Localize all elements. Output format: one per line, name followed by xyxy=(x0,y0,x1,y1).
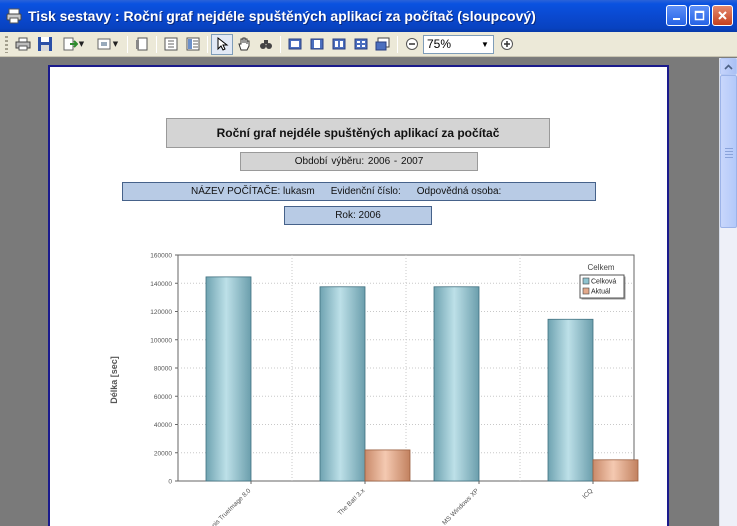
legend-swatch xyxy=(582,287,590,295)
export-button[interactable]: ▼ xyxy=(56,34,90,55)
y-tick-label: 20000 xyxy=(154,450,172,457)
select-icon xyxy=(217,36,229,51)
x-tick-label: The Bat! 3.x xyxy=(337,487,367,517)
toolbar-grip[interactable] xyxy=(5,35,8,53)
computer-name-label: NÁZEV POČÍTAČE: lukasm xyxy=(191,186,315,197)
legend-swatch xyxy=(582,277,590,285)
printer-app-icon xyxy=(6,8,22,24)
y-axis-label: Délka [sec] xyxy=(109,356,119,404)
period-label: Období výběru: 2006 - 2007 xyxy=(240,152,478,171)
parameters-button[interactable] xyxy=(182,34,204,55)
legend-box xyxy=(579,274,625,299)
chevron-up-icon xyxy=(724,63,733,70)
single-page-icon xyxy=(288,38,302,50)
zoom-select[interactable]: 75% ▼ xyxy=(423,34,494,54)
y-axis-ticks: 0 20000 40000 60000 80000 100000 120000 140000 1… xyxy=(150,253,178,486)
report-toolbar: ▼ ▼ 75% ▼ xyxy=(0,32,737,57)
x-axis-ticks: Acronis TrueImage 8.0 The Bat! 3.x MS Wind… xyxy=(201,481,594,526)
bar-total xyxy=(433,286,480,482)
x-tick-label: Acronis TrueImage 8.0 xyxy=(201,487,252,526)
computer-info-bar: NÁZEV POČÍTAČE: lukasm Evidenční číslo: … xyxy=(122,182,596,201)
zoom-value: 75% xyxy=(427,37,452,51)
chevron-down-icon: ▼ xyxy=(78,40,85,48)
find-button[interactable] xyxy=(255,34,277,55)
export-icon xyxy=(63,37,78,51)
report-page: Roční graf nejdéle spuštěných aplikací z… xyxy=(48,65,669,526)
multi-page-icon xyxy=(354,38,368,50)
toolbar-separator xyxy=(397,35,398,53)
inventory-number-label: Evidenční číslo: xyxy=(330,186,401,197)
chart-bars xyxy=(205,276,639,482)
bar-chart: Délka [sec] 0 20000 40000 60000 80000 100000 1… xyxy=(109,253,639,526)
print-icon xyxy=(15,37,31,51)
legend-title: Celkem xyxy=(587,263,614,272)
x-tick-label: ICQ xyxy=(581,487,594,500)
y-tick-label: 160000 xyxy=(150,253,172,260)
bar-total xyxy=(319,286,366,482)
maximize-button[interactable] xyxy=(689,5,710,26)
window-title-bar[interactable]: Tisk sestavy : Roční graf nejdéle spuště… xyxy=(0,0,737,32)
vertical-scrollbar[interactable] xyxy=(719,58,737,526)
document-map-icon xyxy=(164,37,178,51)
report-viewport: Roční graf nejdéle spuštěných aplikací z… xyxy=(0,58,719,526)
toolbar-separator xyxy=(127,35,128,53)
zoom-in-button[interactable] xyxy=(496,34,518,55)
report-title: Roční graf nejdéle spuštěných aplikací z… xyxy=(166,118,550,148)
continuous-page-icon xyxy=(310,38,324,50)
responsible-person-label: Odpovědná osoba: xyxy=(416,186,502,197)
zoom-in-icon xyxy=(501,38,513,50)
bar-current xyxy=(364,449,411,482)
legend-item: Aktuál xyxy=(591,289,611,296)
y-tick-label: 40000 xyxy=(154,422,172,429)
chevron-down-icon: ▼ xyxy=(112,40,119,48)
chevron-down-icon[interactable]: ▼ xyxy=(481,39,489,49)
page-setup-icon xyxy=(97,38,111,50)
scroll-up-button[interactable] xyxy=(720,58,737,75)
hand-icon xyxy=(238,37,250,51)
select-tool-button[interactable] xyxy=(211,33,233,55)
bar-current xyxy=(592,459,639,482)
close-button[interactable] xyxy=(712,5,733,26)
zoom-out-button[interactable] xyxy=(401,34,423,55)
page-icon xyxy=(136,37,148,51)
close-icon xyxy=(718,11,727,20)
y-tick-label: 120000 xyxy=(150,309,172,316)
toolbar-separator xyxy=(280,35,281,53)
y-tick-label: 80000 xyxy=(154,366,172,373)
save-icon xyxy=(38,37,52,51)
print-button[interactable] xyxy=(12,34,34,55)
toolbar-separator xyxy=(156,35,157,53)
minimize-button[interactable] xyxy=(666,5,687,26)
zoom-out-icon xyxy=(406,38,418,50)
multi-page-button[interactable] xyxy=(350,34,372,55)
hand-tool-button[interactable] xyxy=(233,34,255,55)
document-map-button[interactable] xyxy=(160,34,182,55)
toolbar-separator xyxy=(207,35,208,53)
scroll-thumb[interactable] xyxy=(720,75,737,228)
window-title: Tisk sestavy : Roční graf nejdéle spuště… xyxy=(28,8,536,24)
single-page-button[interactable] xyxy=(284,34,306,55)
y-tick-label: 60000 xyxy=(154,394,172,401)
page-setup-button[interactable]: ▼ xyxy=(90,34,124,55)
thumbnail-icon xyxy=(375,37,390,51)
find-icon xyxy=(260,40,272,49)
y-tick-label: 0 xyxy=(168,479,172,486)
two-page-icon xyxy=(332,38,346,50)
year-label: Rok: 2006 xyxy=(284,206,432,225)
x-tick-label: MS Windows XP xyxy=(441,487,480,526)
continuous-page-button[interactable] xyxy=(306,34,328,55)
maximize-icon xyxy=(694,10,705,21)
y-tick-label: 140000 xyxy=(150,281,172,288)
two-page-button[interactable] xyxy=(328,34,350,55)
chart-legend: Celkem Celková Aktuál xyxy=(579,263,626,300)
minimize-icon xyxy=(673,18,680,20)
bar-total xyxy=(205,276,252,482)
parameters-icon xyxy=(186,37,200,51)
y-tick-label: 100000 xyxy=(150,337,172,344)
page-button[interactable] xyxy=(131,34,153,55)
legend-item: Celková xyxy=(591,279,616,286)
bar-total xyxy=(547,318,594,482)
save-button[interactable] xyxy=(34,34,56,55)
thumbnail-button[interactable] xyxy=(372,34,394,55)
